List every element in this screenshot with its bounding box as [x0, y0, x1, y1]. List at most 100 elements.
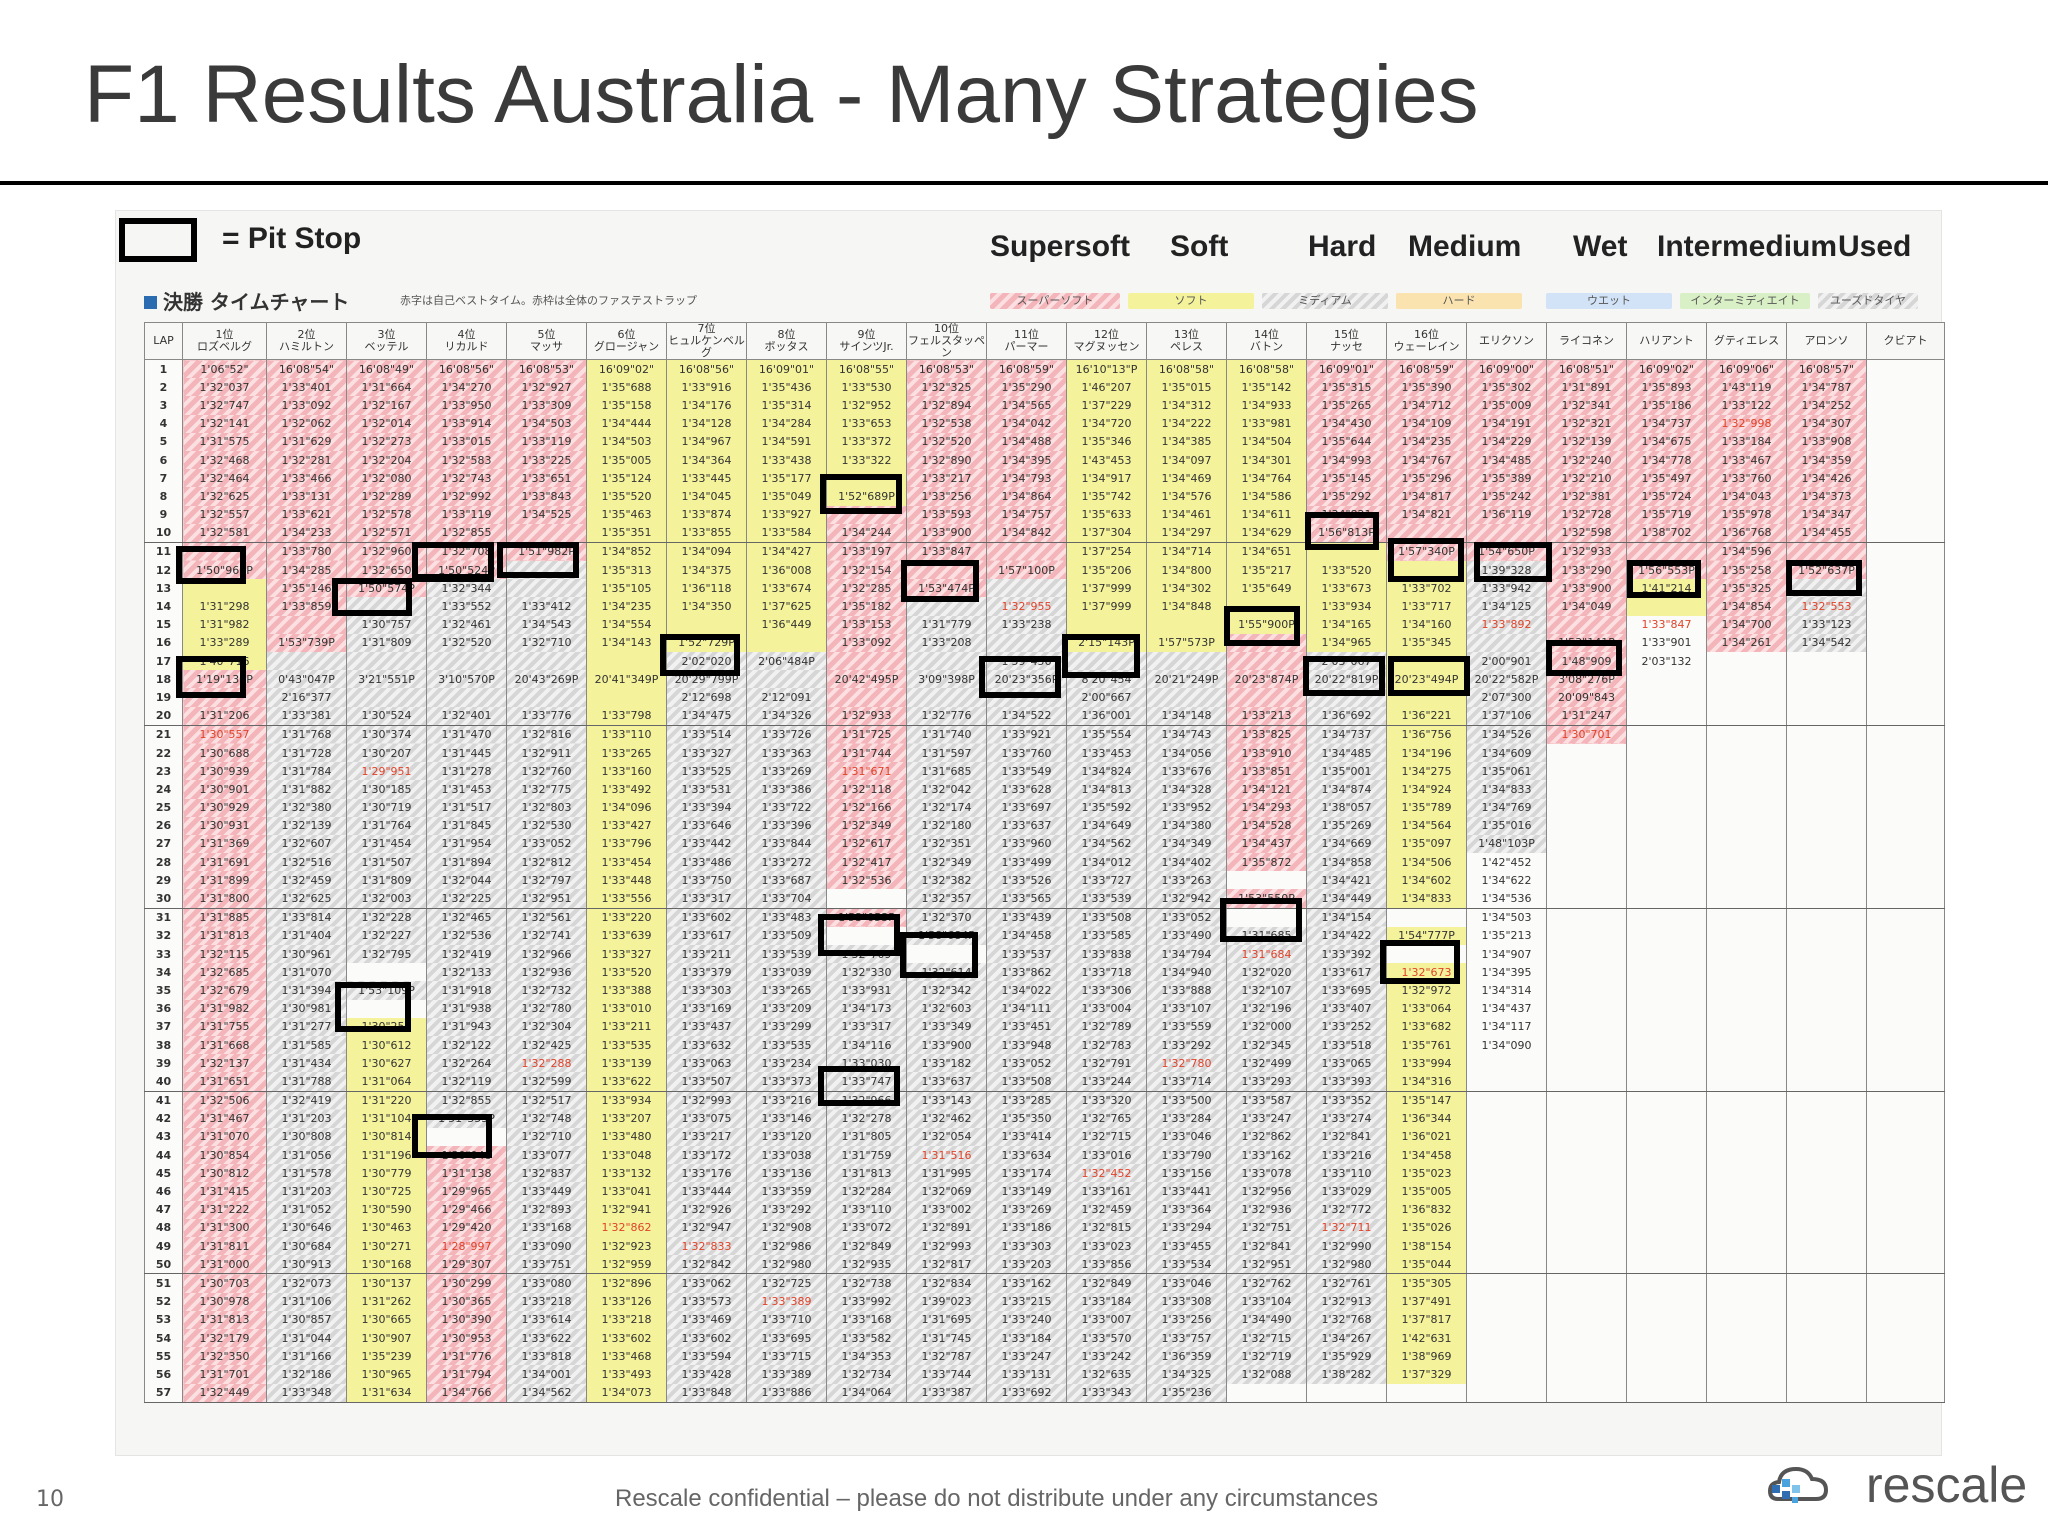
driver-column-header: 8位 ボッタス [746, 322, 827, 360]
lap-time-cell [1706, 963, 1787, 982]
lap-time-cell: 1'35"346 [1066, 432, 1147, 451]
lap-time-cell: 1'32"186 [266, 1365, 347, 1384]
table-header-row: LAP 1位 ロズベルグ 2位 ハミルトン 3位 ベッテル 4位 リカルド 5位 マッサ 6位 グロージ… [144, 322, 1945, 360]
lap-time-cell: 16'08"53" [906, 359, 987, 379]
lap-time-cell: 1'36"832 [1386, 1200, 1467, 1219]
lap-time-cell: 1'33"908 [1786, 432, 1867, 451]
lap-time-cell: 1'33"428 [666, 1365, 747, 1384]
lap-time-cell: 1'35"023 [1386, 1164, 1467, 1183]
driver-column-header: エリクソン [1466, 322, 1547, 360]
table-row: 4 1'32"141 1'32"062 1'32"014 1'33"914 1'34"50… [144, 414, 1945, 433]
lap-time-cell: 1'35"350 [986, 1109, 1067, 1128]
lap-time-cell [346, 963, 427, 982]
driver-position: 7位 [697, 322, 716, 335]
table-row: 10 1'32"581 1'34"233 1'32"571 1'32"855 1'35"3… [144, 523, 1945, 543]
lap-time-cell: 1'32"419 [266, 1091, 347, 1110]
lap-time-cell: 1'35"290 [986, 378, 1067, 397]
lap-time-cell: 20'22"582P [1466, 670, 1547, 689]
lap-time-cell [1786, 963, 1867, 982]
lap-time-cell: 1'32"141 [182, 414, 267, 433]
lap-time-cell: 16'08"55" [826, 359, 907, 379]
lap-time-cell: 2'12"698 [666, 688, 747, 707]
lap-time-cell: 1'35"463 [586, 505, 667, 524]
lap-time-cell: 1'35"044 [1386, 1255, 1467, 1275]
lap-time-cell: 1'32"122 [426, 1035, 507, 1055]
lap-time-cell: 1'31"784 [266, 762, 347, 781]
table-row: 33 1'32"115 1'30"961 1'32"795 1'32"419 1'32"9… [144, 945, 1945, 964]
lap-time-cell: 1'35"124 [586, 469, 667, 488]
lap-time-cell: 1'34"596 [1706, 542, 1787, 562]
lap-time-cell: 20'23"356P [986, 670, 1067, 689]
lap-time-cell: 1'32"330 [826, 963, 907, 982]
lap-time-cell: 1'35"929 [1306, 1347, 1387, 1366]
lap-time-cell: 1'30"684 [266, 1237, 347, 1256]
lap-time-cell [1546, 963, 1627, 982]
lap-time-cell: 1'37"106 [1466, 706, 1547, 726]
lap-time-cell: 1'34"490 [1226, 1310, 1307, 1329]
lap-time-cell: 1'32"849 [826, 1237, 907, 1256]
lap-time-cell [1546, 926, 1627, 945]
lap-time-cell [1626, 1200, 1707, 1219]
lap-time-cell [1866, 597, 1945, 616]
lap-time-cell: 1'33"490 [1146, 926, 1227, 945]
lap-time-cell: 1'32"797 [506, 871, 587, 890]
lap-time-cell: 1'33"015 [426, 432, 507, 451]
lap-time-cell: 16'08"54" [266, 359, 347, 379]
page-number: 10 [36, 1487, 64, 1512]
lap-time-cell: 1'30"907 [346, 1328, 427, 1348]
lap-time-cell [1466, 1091, 1547, 1110]
lap-time-cell: 1'34"437 [1466, 999, 1547, 1018]
lap-time-cell [1786, 688, 1867, 707]
lap-time-cell: 1'32"768 [1306, 1310, 1387, 1329]
lap-time-cell: 1'33"509 [746, 926, 827, 945]
lap-time-cell [1866, 798, 1945, 817]
lap-time-cell [1706, 1091, 1787, 1110]
lap-time-cell [1626, 1328, 1707, 1348]
lap-time-cell: 1'33"269 [746, 762, 827, 781]
lap-time-cell: 1'34"176 [666, 396, 747, 415]
lap-time-cell: 1'33"290 [1546, 561, 1627, 580]
lap-time-cell: 1'32"381 [1546, 487, 1627, 506]
lap-time-cell [1786, 762, 1867, 781]
lap-time-cell [1866, 1328, 1945, 1348]
lap-time-cell: 1'33"412 [506, 597, 587, 616]
lap-time-cell [1466, 1237, 1547, 1256]
lap-time-cell [1706, 1109, 1787, 1128]
lap-time-cell: 1'34"766 [426, 1383, 507, 1403]
lap-time-cell: 1'35"315 [1306, 378, 1387, 397]
lap-time-cell: 1'33"284 [1146, 1109, 1227, 1128]
lap-time-cell [1626, 1365, 1707, 1384]
lap-time-cell: 1'35"105 [586, 579, 667, 598]
lap-time-cell [1226, 1383, 1307, 1403]
lap-time-cell: 1'35"049 [746, 487, 827, 506]
table-row: 5 1'31"575 1'31"629 1'32"273 1'33"015 1'33"11… [144, 432, 1945, 451]
lap-time-cell: 1'35"269 [1306, 816, 1387, 835]
driver-column-header: 11位 パーマー [986, 322, 1067, 360]
pit-stop-marker [412, 1114, 492, 1158]
lap-time-cell [1146, 652, 1227, 671]
lap-time-cell: 1'32"288 [506, 1054, 587, 1073]
driver-position: 15位 [1334, 328, 1359, 341]
lap-time-cell: 1'33"445 [666, 469, 747, 488]
lap-number: 53 [144, 1310, 183, 1329]
lap-time-cell: 1'34"191 [1466, 414, 1547, 433]
lap-time-cell: 1'32"530 [506, 816, 587, 835]
lap-time-cell: 1'34"967 [666, 432, 747, 451]
table-row: 21 1'30"557 1'31"768 1'30"374 1'31"470 1'32"8… [144, 725, 1945, 744]
lap-time-cell: 1'35"292 [1306, 487, 1387, 506]
lap-time-cell: 1'33"950 [426, 396, 507, 415]
lap-time-cell: 1'34"848 [1146, 597, 1227, 616]
lap-time-cell [1546, 1072, 1627, 1092]
lap-time-cell [1466, 1109, 1547, 1128]
lap-time-cell [1626, 597, 1707, 616]
lap-time-cell: 1'33"508 [986, 1072, 1067, 1092]
lap-time-cell: 1'35"313 [586, 561, 667, 580]
lap-time-cell: 1'32"625 [182, 487, 267, 506]
lap-time-cell: 1'33"493 [586, 1365, 667, 1384]
lap-time-cell: 1'31"300 [182, 1218, 267, 1237]
lap-time-cell: 1'31"056 [266, 1146, 347, 1165]
lap-time-cell [1706, 1182, 1787, 1201]
lap-time-cell [1546, 1292, 1627, 1311]
lap-time-cell: 1'33"838 [1066, 945, 1147, 964]
lap-time-cell: 1'33"587 [1226, 1091, 1307, 1110]
